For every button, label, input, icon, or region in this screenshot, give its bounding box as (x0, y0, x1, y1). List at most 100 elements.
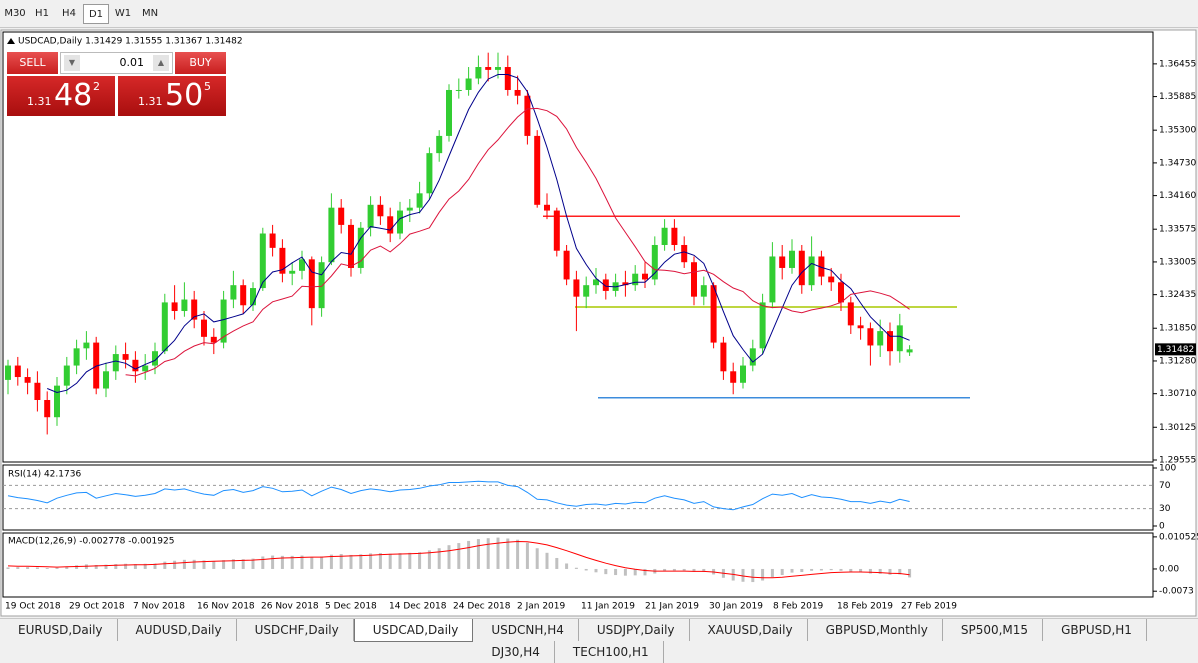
macd-bar (359, 554, 363, 569)
chart-tab[interactable]: DJ30,H4 (473, 641, 555, 663)
macd-bar (643, 568, 647, 576)
macd-bar (614, 568, 618, 576)
chart-tab[interactable]: TECH100,H1 (555, 641, 664, 663)
candle-body (779, 256, 786, 268)
fraction: 2 (93, 80, 100, 93)
macd-bar (427, 550, 431, 569)
current-price: 1.31482 (1157, 345, 1194, 355)
lot-value: 0.01 (119, 56, 145, 69)
candle-body (818, 256, 825, 277)
chart-tab[interactable]: XAUUSD,Daily (690, 619, 808, 641)
macd-bar (663, 568, 667, 572)
macd-bar (819, 568, 823, 571)
y-tick-label: 1.35300 (1159, 126, 1196, 136)
macd-bar (280, 555, 284, 569)
chart-tab[interactable]: EURUSD,Daily (0, 619, 118, 641)
macd-bar (868, 568, 872, 574)
macd-bar (35, 567, 39, 569)
buy-price[interactable]: 1.31 50 5 (118, 76, 226, 116)
macd-bar (6, 567, 10, 569)
candle-body (259, 233, 266, 289)
sell-button[interactable]: SELL (7, 52, 58, 74)
candle-body (847, 302, 854, 326)
chart-tab[interactable]: GBPUSD,Monthly (808, 619, 943, 641)
candle-body (642, 273, 648, 280)
x-tick-label: 5 Dec 2018 (325, 602, 377, 612)
macd-bar (751, 568, 755, 583)
x-tick-label: 18 Feb 2019 (837, 602, 893, 612)
candle-body (250, 288, 256, 306)
macd-bar (888, 568, 892, 575)
candle-body (475, 67, 482, 79)
candle-body (465, 78, 472, 90)
chart-tab[interactable]: USDCHF,Daily (237, 619, 354, 641)
timeframe-button[interactable]: MN (141, 8, 159, 19)
candle-body (122, 354, 129, 360)
candle-body (495, 67, 501, 70)
lot-decrease[interactable]: ▼ (64, 55, 80, 71)
macd-bar (829, 568, 833, 571)
timeframe-button[interactable]: H1 (35, 8, 49, 19)
macd-bar (633, 568, 637, 576)
chart-tab[interactable]: AUDUSD,Daily (118, 619, 237, 641)
candle-body (906, 349, 913, 353)
chart-tab[interactable]: USDCNH,H4 (473, 619, 579, 641)
candle-body (240, 285, 247, 306)
macd-label: MACD(12,26,9) -0.002778 -0.001925 (8, 537, 174, 547)
candle-body (553, 210, 560, 251)
candle-body (93, 342, 100, 389)
macd-bar (329, 554, 333, 569)
chart-tab[interactable]: USDJPY,Daily (579, 619, 690, 641)
candle-body (348, 224, 354, 268)
macd-bar (45, 568, 49, 569)
candle-body (681, 244, 688, 263)
macd-bar (741, 568, 745, 582)
macd-bar (682, 568, 686, 571)
macd-bar (839, 568, 843, 571)
macd-bar (94, 565, 98, 569)
macd-bar (202, 560, 206, 569)
candle-body (838, 282, 844, 303)
macd-bar (761, 568, 765, 581)
y-tick-label: 1.33575 (1159, 225, 1196, 235)
macd-bar (702, 568, 706, 573)
macd-bar (251, 558, 255, 569)
candle-body (230, 285, 237, 300)
timeframe-button[interactable]: W1 (114, 8, 132, 19)
candle-body (700, 285, 707, 297)
y-tick-label: 1.30125 (1159, 423, 1196, 433)
timeframe-button[interactable]: M30 (4, 8, 26, 19)
macd-bar (271, 555, 275, 569)
sell-price[interactable]: 1.31 48 2 (7, 76, 115, 116)
candle-body (103, 371, 109, 389)
timeframe-button[interactable]: D1 (83, 4, 109, 24)
x-tick-label: 21 Jan 2019 (645, 602, 699, 612)
timeframe-button[interactable]: H4 (62, 8, 76, 19)
lot-increase[interactable]: ▲ (153, 55, 169, 71)
macd-bar (457, 543, 461, 569)
candle-body (152, 351, 158, 366)
candle-body (269, 233, 276, 248)
one-click-trading: SELL ▼ 0.01 ▲ BUY 1.31 48 2 1.31 50 5 (7, 52, 227, 116)
candle-body (377, 204, 384, 217)
macd-bar (378, 553, 382, 569)
lot-field[interactable]: ▼ 0.01 ▲ (60, 52, 173, 74)
y-tick-label: 1.31850 (1159, 324, 1196, 334)
macd-bar (800, 568, 804, 573)
chart-tab[interactable]: SP500,M15 (943, 619, 1044, 641)
collapse-icon (7, 38, 15, 44)
candle-body (730, 371, 737, 383)
chart-tab[interactable]: USDCAD,Daily (353, 619, 474, 642)
candle-body (573, 279, 580, 297)
macd-bar (300, 555, 304, 569)
macd-bar (506, 538, 510, 569)
x-tick-label: 19 Oct 2018 (5, 602, 61, 612)
chart-tab[interactable]: GBPUSD,H1 (1043, 619, 1147, 641)
macd-bar (770, 568, 774, 578)
chart-window: USDCAD,Daily 1.31429 1.31555 1.31367 1.3… (0, 29, 1198, 617)
candle-body (406, 207, 413, 211)
candle-body (524, 95, 531, 136)
macd-bar (163, 561, 167, 569)
pips: 50 (165, 78, 204, 113)
buy-button[interactable]: BUY (175, 52, 226, 74)
